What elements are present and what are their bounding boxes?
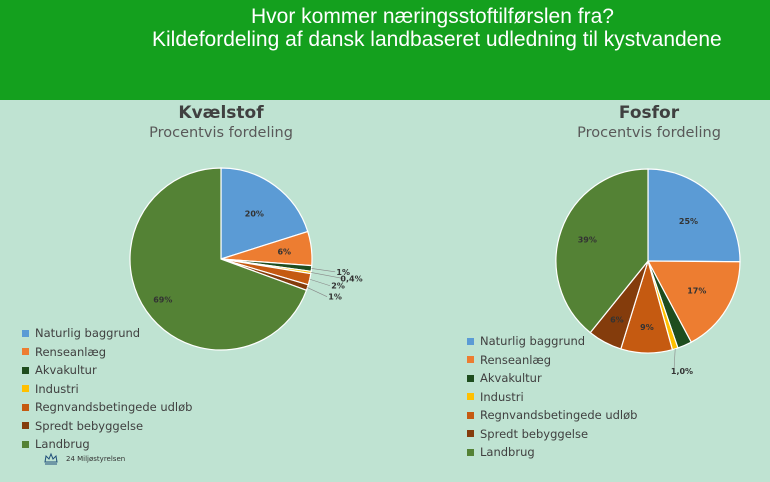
legend-label: Renseanlæg xyxy=(480,352,552,367)
legend-swatch xyxy=(22,403,29,411)
legend-label: Landbrug xyxy=(480,445,535,460)
legend-swatch xyxy=(467,393,474,401)
legend-item-0: Naturlig baggrund xyxy=(22,324,192,343)
data-label-1: 6% xyxy=(277,248,291,257)
legend-swatch xyxy=(22,329,29,337)
legend-item-2: Akvakultur xyxy=(22,361,192,380)
legend-swatch xyxy=(22,422,29,430)
data-label-4: 9% xyxy=(640,323,654,332)
legend-item-6: Landbrug xyxy=(22,435,192,454)
banner-title-line-2: Kildefordeling af dansk landbaseret udle… xyxy=(152,28,722,51)
pie-slice-0 xyxy=(647,168,741,263)
data-label-2: 1% xyxy=(336,268,350,277)
title-banner: Hvor kommer næringsstoftilførslen fra? K… xyxy=(0,0,770,100)
legend-item-4: Regnvandsbetingede udløb xyxy=(22,398,192,417)
legend-fosfor: Naturlig baggrund Renseanlæg Akvakultur Ind… xyxy=(467,332,637,462)
legend-label: Industri xyxy=(35,381,79,396)
chart-subtitle-kvaelstof: Procentvis fordeling xyxy=(149,125,293,141)
data-label-3: 1,0% xyxy=(671,367,693,376)
legend-swatch xyxy=(22,348,29,356)
leader-line-3 xyxy=(310,272,344,279)
legend-label: Naturlig baggrund xyxy=(480,334,586,349)
legend-label: Renseanlæg xyxy=(35,344,107,359)
leader-line-2 xyxy=(311,268,336,273)
legend-label: Regnvandsbetingede udløb xyxy=(480,408,638,423)
legend-swatch xyxy=(467,374,474,382)
banner-title-line-1: Hvor kommer næringsstoftilførslen fra? xyxy=(251,5,614,28)
legend-swatch xyxy=(22,385,29,393)
legend-item-5: Spredt bebyggelse xyxy=(22,417,192,436)
legend-swatch xyxy=(467,337,474,345)
legend-item-4: Regnvandsbetingede udløb xyxy=(467,406,637,425)
legend-item-3: Industri xyxy=(467,388,637,407)
data-label-1: 17% xyxy=(687,287,706,296)
pie-slice-1 xyxy=(646,260,741,344)
legend-label: Akvakultur xyxy=(480,371,542,386)
legend-label: Naturlig baggrund xyxy=(35,326,141,341)
data-label-5: 6% xyxy=(610,315,624,324)
data-label-0: 20% xyxy=(245,209,264,218)
legend-item-2: Akvakultur xyxy=(467,369,637,388)
pie-slice-0 xyxy=(220,167,309,260)
legend-swatch xyxy=(467,430,474,438)
legend-label: Regnvandsbetingede udløb xyxy=(35,400,193,415)
legend-item-0: Naturlig baggrund xyxy=(467,332,637,351)
data-label-0: 25% xyxy=(679,217,698,226)
pie-slice-6 xyxy=(555,168,649,334)
legend-label: Spredt bebyggelse xyxy=(480,426,589,441)
data-label-3: 0,4% xyxy=(340,275,362,284)
crown-icon xyxy=(44,452,58,465)
legend-label: Spredt bebyggelse xyxy=(35,418,144,433)
chart-title-fosfor: Fosfor xyxy=(618,103,680,123)
legend-swatch xyxy=(467,356,474,364)
legend-swatch xyxy=(467,448,474,456)
legend-swatch xyxy=(22,366,29,374)
legend-item-5: Spredt bebyggelse xyxy=(467,425,637,444)
legend-item-6: Landbrug xyxy=(467,443,637,462)
legend-item-3: Industri xyxy=(22,380,192,399)
leader-line-5 xyxy=(307,287,328,297)
data-label-6: 39% xyxy=(578,236,597,245)
legend-swatch xyxy=(467,411,474,419)
legend-label: Industri xyxy=(480,389,524,404)
footer-text: 24 Miljøstyrelsen xyxy=(66,455,126,463)
legend-item-1: Renseanlæg xyxy=(467,351,637,370)
chart-subtitle-fosfor: Procentvis fordeling xyxy=(577,125,721,141)
legend-kvaelstof: Naturlig baggrund Renseanlæg Akvakultur Ind… xyxy=(22,324,192,454)
chart-title-kvaelstof: Kvælstof xyxy=(178,103,264,123)
footer-logo: 24 Miljøstyrelsen xyxy=(44,452,125,466)
data-label-6: 69% xyxy=(153,296,172,305)
leader-line-4 xyxy=(309,278,331,287)
legend-swatch xyxy=(22,440,29,448)
legend-item-1: Renseanlæg xyxy=(22,343,192,362)
legend-label: Akvakultur xyxy=(35,363,97,378)
data-label-5: 1% xyxy=(328,293,342,302)
leader-line-3 xyxy=(673,348,676,371)
pie-slice-6 xyxy=(129,167,308,351)
legend-label: Landbrug xyxy=(35,437,90,452)
data-label-4: 2% xyxy=(331,282,345,291)
